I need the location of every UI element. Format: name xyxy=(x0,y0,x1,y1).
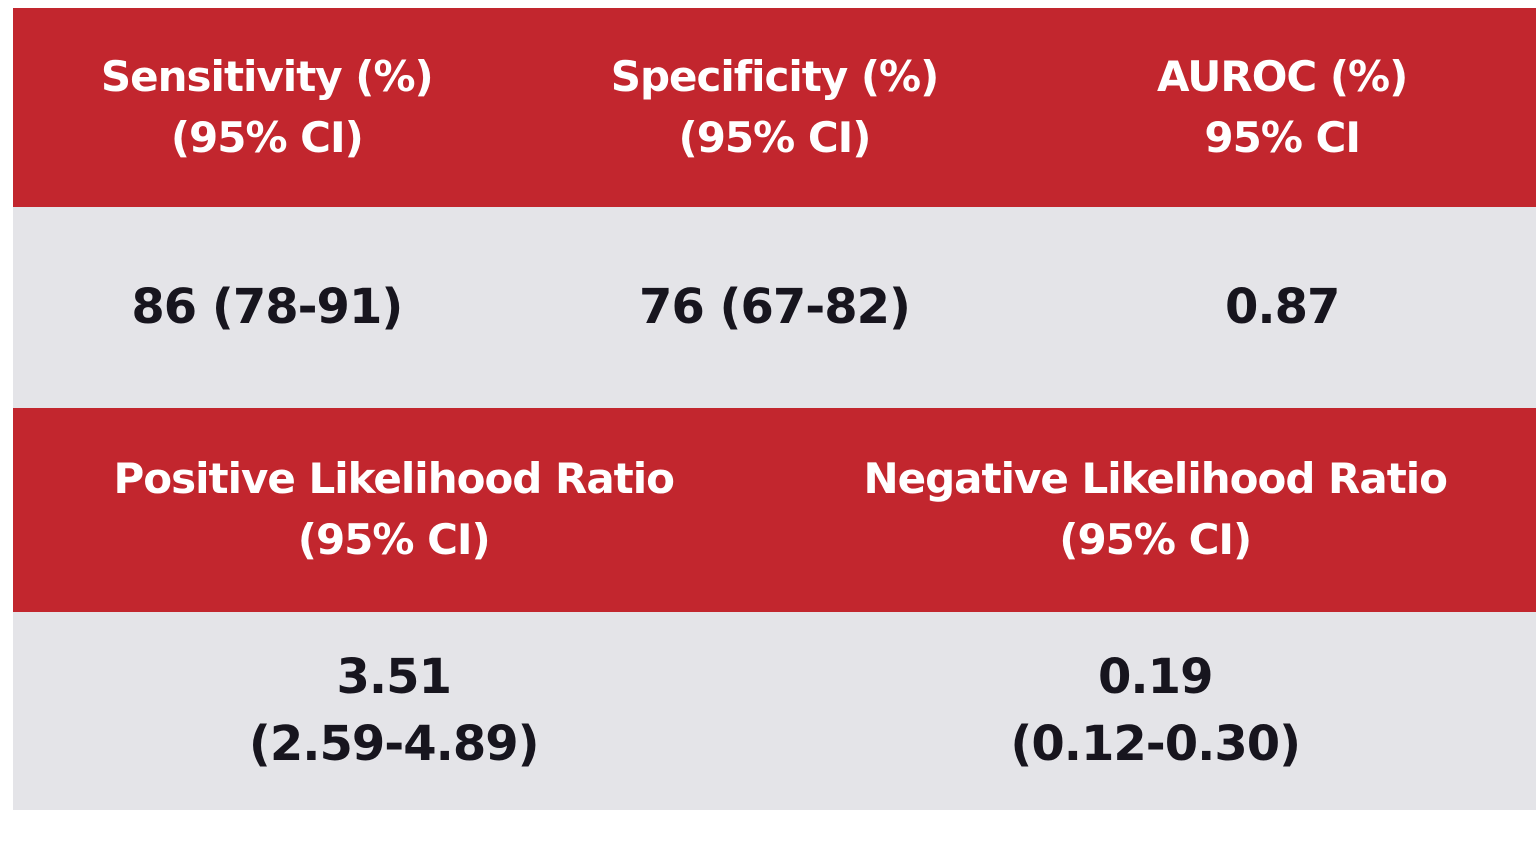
positive-lr-header-line2: (95% CI) xyxy=(297,515,491,564)
positive-lr-header-line1: Positive Likelihood Ratio xyxy=(113,454,675,504)
negative-lr-ci: (0.12-0.30) xyxy=(1010,716,1301,772)
negative-lr-value: 0.19 xyxy=(1098,648,1213,705)
auroc-value: 0.87 xyxy=(1224,278,1340,335)
header-cell-sensitivity: Sensitivity (%) (95% CI) xyxy=(13,8,521,207)
header-cell-negative-lr: Negative Likelihood Ratio (95% CI) xyxy=(775,408,1536,612)
header-cell-positive-lr: Positive Likelihood Ratio (95% CI) xyxy=(13,408,775,612)
value-cell-sensitivity: 86 (78-91) xyxy=(13,207,521,408)
header-cell-auroc: AUROC (%) 95% CI xyxy=(1028,8,1536,207)
auroc-header-line2: 95% CI xyxy=(1204,112,1361,162)
negative-lr-header-line1: Negative Likelihood Ratio xyxy=(863,454,1448,504)
metrics-header-row: Sensitivity (%) (95% CI) Specificity (%)… xyxy=(13,8,1536,207)
value-cell-negative-lr: 0.19 (0.12-0.30) xyxy=(775,612,1536,810)
ratio-header-row: Positive Likelihood Ratio (95% CI) Negat… xyxy=(13,408,1536,612)
ratio-value-row: 3.51 (2.59-4.89) 0.19 (0.12-0.30) xyxy=(13,612,1536,810)
metrics-value-row: 86 (78-91) 76 (67-82) 0.87 xyxy=(13,207,1536,408)
value-cell-auroc: 0.87 xyxy=(1028,207,1536,408)
sensitivity-value: 86 (78-91) xyxy=(131,278,403,335)
negative-lr-header-line2: (95% CI) xyxy=(1059,515,1252,564)
header-cell-specificity: Specificity (%) (95% CI) xyxy=(521,8,1029,207)
specificity-header-line2: (95% CI) xyxy=(678,112,872,162)
sensitivity-header-line2: (95% CI) xyxy=(170,112,364,162)
value-cell-positive-lr: 3.51 (2.59-4.89) xyxy=(13,612,775,810)
sensitivity-header-line1: Sensitivity (%) xyxy=(100,51,434,101)
auroc-header-line1: AUROC (%) xyxy=(1157,51,1408,101)
specificity-header-line1: Specificity (%) xyxy=(610,51,940,101)
positive-lr-ci: (2.59-4.89) xyxy=(248,716,540,772)
specificity-value: 76 (67-82) xyxy=(639,278,911,335)
value-cell-specificity: 76 (67-82) xyxy=(521,207,1029,408)
positive-lr-value: 3.51 xyxy=(336,648,452,705)
diagnostic-accuracy-table: Sensitivity (%) (95% CI) Specificity (%)… xyxy=(13,8,1536,810)
